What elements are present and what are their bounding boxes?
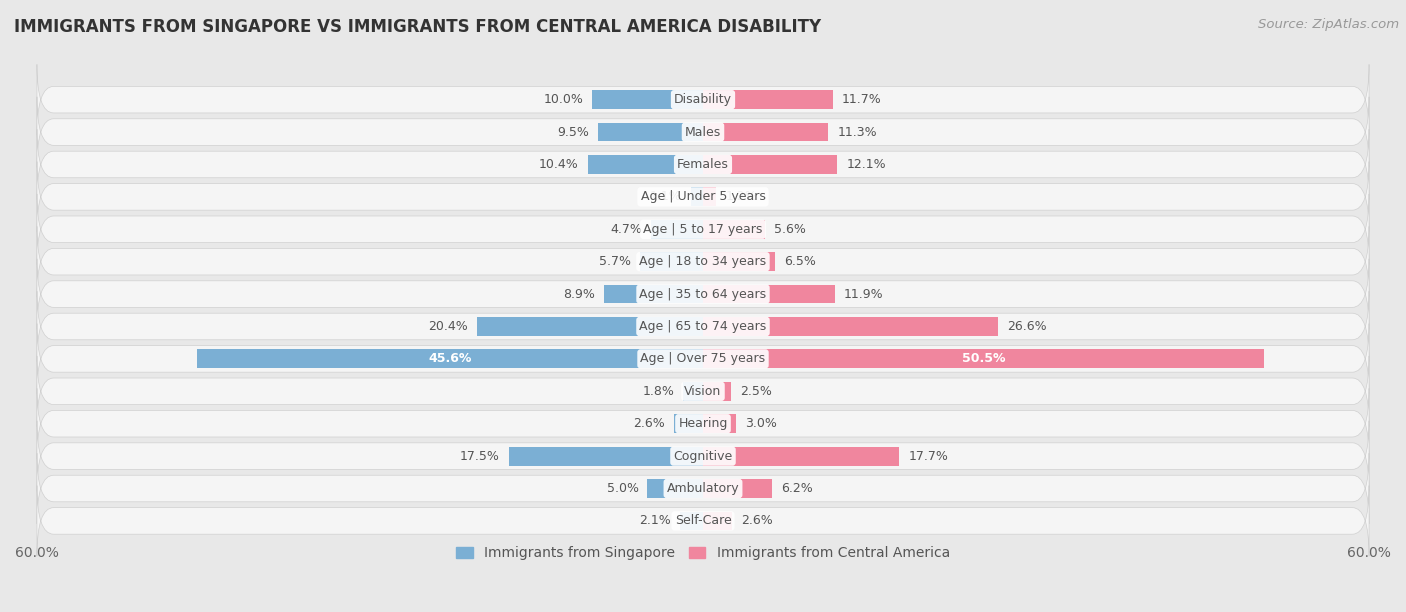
Bar: [703, 187, 716, 206]
Bar: [683, 382, 703, 401]
Text: 10.4%: 10.4%: [538, 158, 579, 171]
Text: Cognitive: Cognitive: [673, 450, 733, 463]
FancyBboxPatch shape: [37, 485, 1369, 556]
Bar: [703, 317, 998, 336]
Text: Age | 65 to 74 years: Age | 65 to 74 years: [640, 320, 766, 333]
Text: Males: Males: [685, 125, 721, 138]
Bar: [703, 90, 832, 109]
Bar: [651, 220, 703, 239]
Bar: [598, 122, 703, 141]
Text: 6.5%: 6.5%: [785, 255, 815, 268]
Text: Source: ZipAtlas.com: Source: ZipAtlas.com: [1258, 18, 1399, 31]
Text: 3.0%: 3.0%: [745, 417, 778, 430]
FancyBboxPatch shape: [37, 356, 1369, 427]
Text: 26.6%: 26.6%: [1007, 320, 1047, 333]
Text: 4.7%: 4.7%: [610, 223, 643, 236]
Bar: [592, 90, 703, 109]
Bar: [703, 122, 828, 141]
Text: 9.5%: 9.5%: [557, 125, 589, 138]
Text: Self-Care: Self-Care: [675, 515, 731, 528]
Text: 1.8%: 1.8%: [643, 385, 673, 398]
Text: Vision: Vision: [685, 385, 721, 398]
FancyBboxPatch shape: [37, 226, 1369, 297]
FancyBboxPatch shape: [37, 421, 1369, 491]
FancyBboxPatch shape: [37, 389, 1369, 459]
Bar: [605, 285, 703, 304]
Text: 11.3%: 11.3%: [838, 125, 877, 138]
Text: Ambulatory: Ambulatory: [666, 482, 740, 495]
Bar: [640, 252, 703, 271]
Bar: [703, 285, 835, 304]
Bar: [703, 512, 733, 531]
Bar: [703, 414, 737, 433]
Text: 2.1%: 2.1%: [640, 515, 671, 528]
Text: 2.6%: 2.6%: [741, 515, 772, 528]
Bar: [679, 512, 703, 531]
Text: Age | 35 to 64 years: Age | 35 to 64 years: [640, 288, 766, 300]
FancyBboxPatch shape: [37, 64, 1369, 135]
FancyBboxPatch shape: [37, 194, 1369, 264]
Bar: [703, 349, 1264, 368]
Text: 50.5%: 50.5%: [962, 353, 1005, 365]
Text: Females: Females: [678, 158, 728, 171]
Text: 2.5%: 2.5%: [740, 385, 772, 398]
Text: IMMIGRANTS FROM SINGAPORE VS IMMIGRANTS FROM CENTRAL AMERICA DISABILITY: IMMIGRANTS FROM SINGAPORE VS IMMIGRANTS …: [14, 18, 821, 36]
Text: Age | Over 75 years: Age | Over 75 years: [641, 353, 765, 365]
Text: 2.6%: 2.6%: [634, 417, 665, 430]
Text: 5.6%: 5.6%: [775, 223, 806, 236]
Text: 11.7%: 11.7%: [842, 93, 882, 106]
FancyBboxPatch shape: [37, 291, 1369, 362]
Legend: Immigrants from Singapore, Immigrants from Central America: Immigrants from Singapore, Immigrants fr…: [450, 540, 956, 565]
Text: 45.6%: 45.6%: [429, 353, 471, 365]
Bar: [197, 349, 703, 368]
Bar: [703, 220, 765, 239]
Text: Age | Under 5 years: Age | Under 5 years: [641, 190, 765, 203]
FancyBboxPatch shape: [37, 162, 1369, 232]
Bar: [588, 155, 703, 174]
FancyBboxPatch shape: [37, 97, 1369, 168]
Bar: [477, 317, 703, 336]
Text: 12.1%: 12.1%: [846, 158, 886, 171]
Text: 11.9%: 11.9%: [844, 288, 883, 300]
Bar: [703, 447, 900, 466]
Text: 1.2%: 1.2%: [725, 190, 756, 203]
Bar: [703, 382, 731, 401]
Text: 10.0%: 10.0%: [543, 93, 583, 106]
Text: 5.7%: 5.7%: [599, 255, 631, 268]
Text: 6.2%: 6.2%: [780, 482, 813, 495]
Text: Disability: Disability: [673, 93, 733, 106]
Bar: [690, 187, 703, 206]
Bar: [703, 252, 775, 271]
FancyBboxPatch shape: [37, 453, 1369, 524]
Bar: [703, 155, 838, 174]
Text: 8.9%: 8.9%: [564, 288, 595, 300]
Text: 17.5%: 17.5%: [460, 450, 501, 463]
Text: Age | 18 to 34 years: Age | 18 to 34 years: [640, 255, 766, 268]
Text: 20.4%: 20.4%: [427, 320, 468, 333]
Bar: [703, 479, 772, 498]
FancyBboxPatch shape: [37, 324, 1369, 394]
Bar: [673, 414, 703, 433]
Bar: [509, 447, 703, 466]
Text: Age | 5 to 17 years: Age | 5 to 17 years: [644, 223, 762, 236]
Text: 1.1%: 1.1%: [650, 190, 682, 203]
Bar: [648, 479, 703, 498]
FancyBboxPatch shape: [37, 259, 1369, 329]
FancyBboxPatch shape: [37, 129, 1369, 200]
Text: Hearing: Hearing: [678, 417, 728, 430]
Text: 5.0%: 5.0%: [606, 482, 638, 495]
Text: 17.7%: 17.7%: [908, 450, 948, 463]
